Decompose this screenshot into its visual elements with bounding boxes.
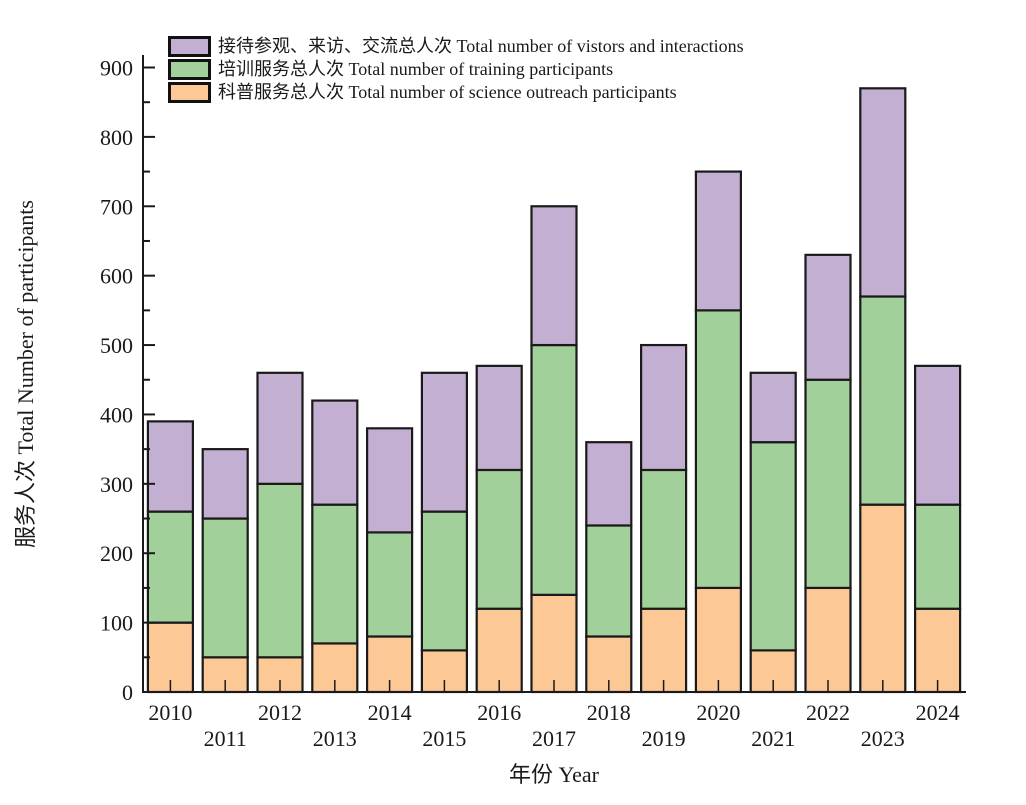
bar-segment — [256, 482, 304, 659]
x-tick-label: 2020 — [696, 700, 740, 725]
bar-segment — [366, 531, 414, 638]
y-tick-label: 500 — [100, 333, 133, 358]
bar-segment — [146, 420, 194, 513]
bar-segment — [859, 295, 907, 506]
bar-segment — [804, 378, 852, 590]
y-tick-label: 900 — [100, 56, 133, 81]
bar-segment — [859, 503, 907, 694]
bar-segment — [585, 524, 633, 638]
x-tick-label: 2022 — [806, 700, 850, 725]
bar-segment — [530, 593, 578, 694]
legend-item-visitors: 接待参观、来访、交流总人次 Total number of vistors an… — [168, 36, 744, 57]
bar-segment — [420, 510, 468, 652]
bar-segment — [201, 448, 249, 520]
legend-item-training: 培训服务总人次 Total number of training partici… — [168, 59, 744, 80]
x-tick-label: 2011 — [204, 726, 247, 751]
bar-segment — [694, 586, 743, 694]
y-tick-label: 400 — [100, 402, 133, 427]
x-tick-label: 2015 — [422, 726, 466, 751]
y-tick-label: 200 — [100, 541, 133, 566]
bar-segment — [639, 343, 688, 472]
x-tick-label: 2010 — [148, 700, 192, 725]
bar-segment — [475, 468, 523, 610]
x-tick-label: 2017 — [532, 726, 576, 751]
x-tick-label: 2012 — [258, 700, 302, 725]
bar-segment — [913, 364, 962, 506]
legend-item-outreach: 科普服务总人次 Total number of science outreach… — [168, 82, 744, 103]
bar-segment — [913, 607, 962, 694]
legend-label-visitors: 接待参观、来访、交流总人次 Total number of vistors an… — [218, 36, 744, 56]
chart-legend: 接待参观、来访、交流总人次 Total number of vistors an… — [168, 36, 744, 103]
bar-segment — [639, 607, 688, 694]
y-tick-label: 800 — [100, 125, 133, 150]
x-tick-label: 2024 — [916, 700, 960, 725]
bar-segment — [420, 371, 468, 513]
bar-segment — [475, 607, 523, 694]
bar-segment — [530, 343, 578, 596]
y-tick-label: 700 — [100, 194, 133, 219]
x-axis-title: 年份 Year — [508, 762, 600, 787]
x-tick-label: 2021 — [751, 726, 795, 751]
legend-swatch-outreach-icon — [168, 82, 211, 103]
y-tick-label: 100 — [100, 611, 133, 636]
bar-segment — [201, 517, 249, 659]
bar-segment — [804, 253, 852, 381]
bar-segment — [639, 468, 688, 610]
bar-segment — [530, 205, 578, 347]
legend-label-outreach: 科普服务总人次 Total number of science outreach… — [218, 82, 677, 102]
y-tick-label: 0 — [122, 680, 133, 705]
x-tick-label: 2016 — [477, 700, 521, 725]
y-tick-label: 600 — [100, 264, 133, 289]
bar-segment — [256, 371, 304, 485]
y-axis-title: 服务人次 Total Number of participants — [13, 200, 38, 548]
x-tick-label: 2014 — [368, 700, 412, 725]
legend-swatch-training-icon — [168, 59, 211, 80]
bar-segment — [749, 371, 797, 444]
bar-segment — [859, 87, 907, 298]
bar-segment — [694, 170, 743, 312]
bar-segment — [749, 441, 797, 652]
x-tick-label: 2013 — [313, 726, 357, 751]
legend-label-training: 培训服务总人次 Total number of training partici… — [218, 59, 614, 79]
x-tick-label: 2018 — [587, 700, 631, 725]
bar-segment — [146, 510, 194, 624]
y-tick-label: 300 — [100, 472, 133, 497]
bar-segment — [913, 503, 962, 610]
legend-swatch-visitors-icon — [168, 36, 211, 57]
bar-segment — [311, 399, 359, 506]
x-tick-label: 2023 — [861, 726, 905, 751]
bar-segment — [475, 364, 523, 472]
bar-segment — [366, 427, 414, 534]
bar-segment — [694, 309, 743, 590]
bar-segment — [804, 586, 852, 694]
bar-segment — [585, 441, 633, 527]
x-tick-label: 2019 — [642, 726, 686, 751]
bar-segment — [311, 503, 359, 645]
